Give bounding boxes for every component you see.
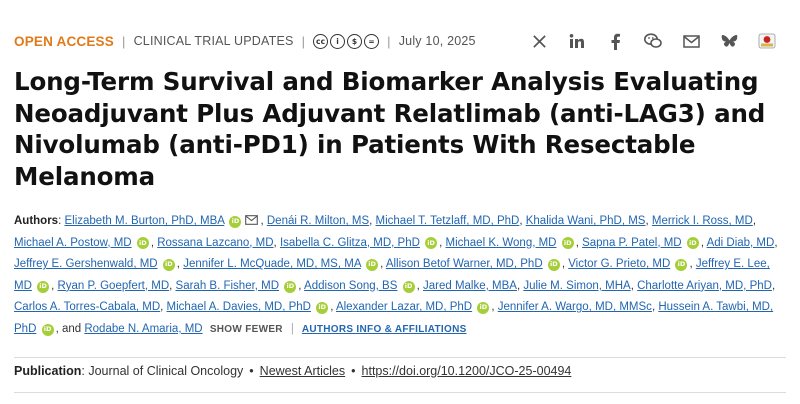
author-link[interactable]: Hussein A. Tawbi, MD, PhD: [14, 301, 774, 335]
orcid-icon[interactable]: iD: [37, 280, 50, 293]
journal-name: Journal of Clinical Oncology: [88, 364, 244, 378]
orcid-icon[interactable]: iD: [547, 258, 560, 271]
separator: |: [301, 33, 306, 49]
orcid-icon[interactable]: iD: [425, 237, 438, 250]
author-link[interactable]: Sapna P. Patel, MD: [582, 236, 682, 249]
article-title: Long-Term Survival and Biomarker Analysi…: [14, 67, 766, 191]
author-link[interactable]: Merrick I. Ross, MD: [651, 215, 753, 227]
wechat-icon[interactable]: [634, 30, 672, 52]
separator: |: [387, 33, 391, 49]
author-list: Authors: Elizabeth M. Burton, PhD, MBA i…: [14, 215, 778, 336]
author-link[interactable]: Michael K. Wong, MD: [445, 236, 557, 249]
orcid-icon[interactable]: iD: [136, 237, 149, 250]
x-icon[interactable]: [520, 30, 558, 52]
article-meta: OPEN ACCESS | CLINICAL TRIAL UPDATES | c…: [14, 33, 476, 49]
author-link[interactable]: Julie M. Simon, MHA: [523, 279, 631, 292]
article-meta-bar: OPEN ACCESS | CLINICAL TRIAL UPDATES | c…: [14, 30, 786, 52]
newest-articles-link[interactable]: Newest Articles: [259, 364, 346, 378]
mendeley-icon[interactable]: [748, 30, 786, 52]
and-word: and: [58, 322, 85, 335]
cc-by-icon: i: [330, 33, 346, 49]
share-toolbar: [520, 30, 786, 52]
separator: |: [290, 322, 294, 335]
author-link[interactable]: Alexander Lazar, MD, PhD: [335, 301, 473, 314]
facebook-icon[interactable]: [596, 30, 634, 52]
orcid-icon[interactable]: iD: [284, 280, 297, 293]
author-link[interactable]: Michael A. Postow, MD: [14, 236, 132, 249]
publication-label: Publication: [14, 364, 82, 378]
author-link[interactable]: Khalida Wani, PhD, MS: [525, 215, 646, 227]
publication-date: July 10, 2025: [398, 34, 476, 48]
divider: [14, 357, 786, 358]
author-link[interactable]: Rossana Lazcano, MD: [157, 236, 274, 249]
author-link[interactable]: Allison Betof Warner, MD, PhD: [385, 258, 543, 271]
orcid-icon[interactable]: iD: [402, 280, 415, 293]
orcid-icon[interactable]: iD: [675, 258, 688, 271]
orcid-icon[interactable]: iD: [229, 215, 242, 228]
cc-nc-icon: $: [347, 33, 363, 49]
author-link[interactable]: Jared Malke, MBA: [422, 279, 517, 292]
bullet: •: [351, 364, 356, 378]
publication-info: Publication: Journal of Clinical Oncolog…: [14, 364, 572, 378]
orcid-icon[interactable]: iD: [316, 302, 329, 315]
author-link[interactable]: Elizabeth M. Burton, PhD, MBA: [64, 215, 225, 227]
author-link[interactable]: Rodabe N. Amaria, MD: [84, 322, 203, 335]
author-link[interactable]: Jeffrey E. Gershenwald, MD: [14, 258, 158, 271]
doi-link[interactable]: https://doi.org/10.1200/JCO-25-00494: [361, 364, 572, 378]
author-link[interactable]: Jeffrey E. Lee, MD: [14, 258, 770, 292]
cc-icon: cc: [313, 33, 329, 49]
orcid-icon[interactable]: iD: [366, 258, 379, 271]
orcid-icon[interactable]: iD: [686, 237, 699, 250]
author-link[interactable]: Jennifer L. McQuade, MD, MS, MA: [183, 258, 361, 271]
orcid-icon[interactable]: iD: [41, 323, 54, 336]
article-category: CLINICAL TRIAL UPDATES: [133, 34, 294, 48]
author-link[interactable]: Jennifer A. Wargo, MD, MMSc: [497, 301, 652, 314]
bluesky-icon[interactable]: [710, 30, 748, 52]
author-link[interactable]: Charlotte Ariyan, MD, PhD: [637, 279, 772, 292]
author-link[interactable]: Sarah B. Fisher, MD: [175, 279, 280, 292]
author-link[interactable]: Ryan P. Goepfert, MD: [57, 279, 170, 292]
author-names: Elizabeth M. Burton, PhD, MBA iD, Denái …: [14, 215, 778, 336]
authors-label: Authors: [14, 215, 59, 227]
bullet: •: [249, 364, 254, 378]
email-icon[interactable]: [672, 30, 710, 52]
cc-nd-icon: =: [364, 33, 380, 49]
orcid-icon[interactable]: iD: [162, 258, 175, 271]
author-link[interactable]: Victor G. Prieto, MD: [568, 258, 671, 271]
author-link[interactable]: Michael A. Davies, MD, PhD: [166, 301, 311, 314]
author-link[interactable]: Michael T. Tetzlaff, MD, PhD: [375, 215, 520, 227]
show-fewer-button[interactable]: SHOW FEWER: [209, 323, 283, 335]
author-link[interactable]: Carlos A. Torres-Cabala, MD: [14, 301, 161, 314]
orcid-icon[interactable]: iD: [477, 302, 490, 315]
orcid-icon[interactable]: iD: [561, 237, 574, 250]
author-link[interactable]: Denái R. Milton, MS: [266, 215, 370, 227]
license-icons[interactable]: cc i $ =: [313, 33, 380, 49]
open-access-label: OPEN ACCESS: [14, 33, 114, 49]
authors-info-affiliations-link[interactable]: AUTHORS INFO & AFFILIATIONS: [301, 323, 467, 335]
mail-icon[interactable]: [245, 215, 259, 225]
author-link[interactable]: Addison Song, BS: [304, 279, 398, 292]
author-link[interactable]: Isabella C. Glitza, MD, PhD: [279, 236, 420, 249]
separator: |: [121, 33, 126, 49]
author-link[interactable]: Adi Diab, MD: [706, 236, 775, 249]
linkedin-icon[interactable]: [558, 30, 596, 52]
divider: [14, 392, 786, 393]
